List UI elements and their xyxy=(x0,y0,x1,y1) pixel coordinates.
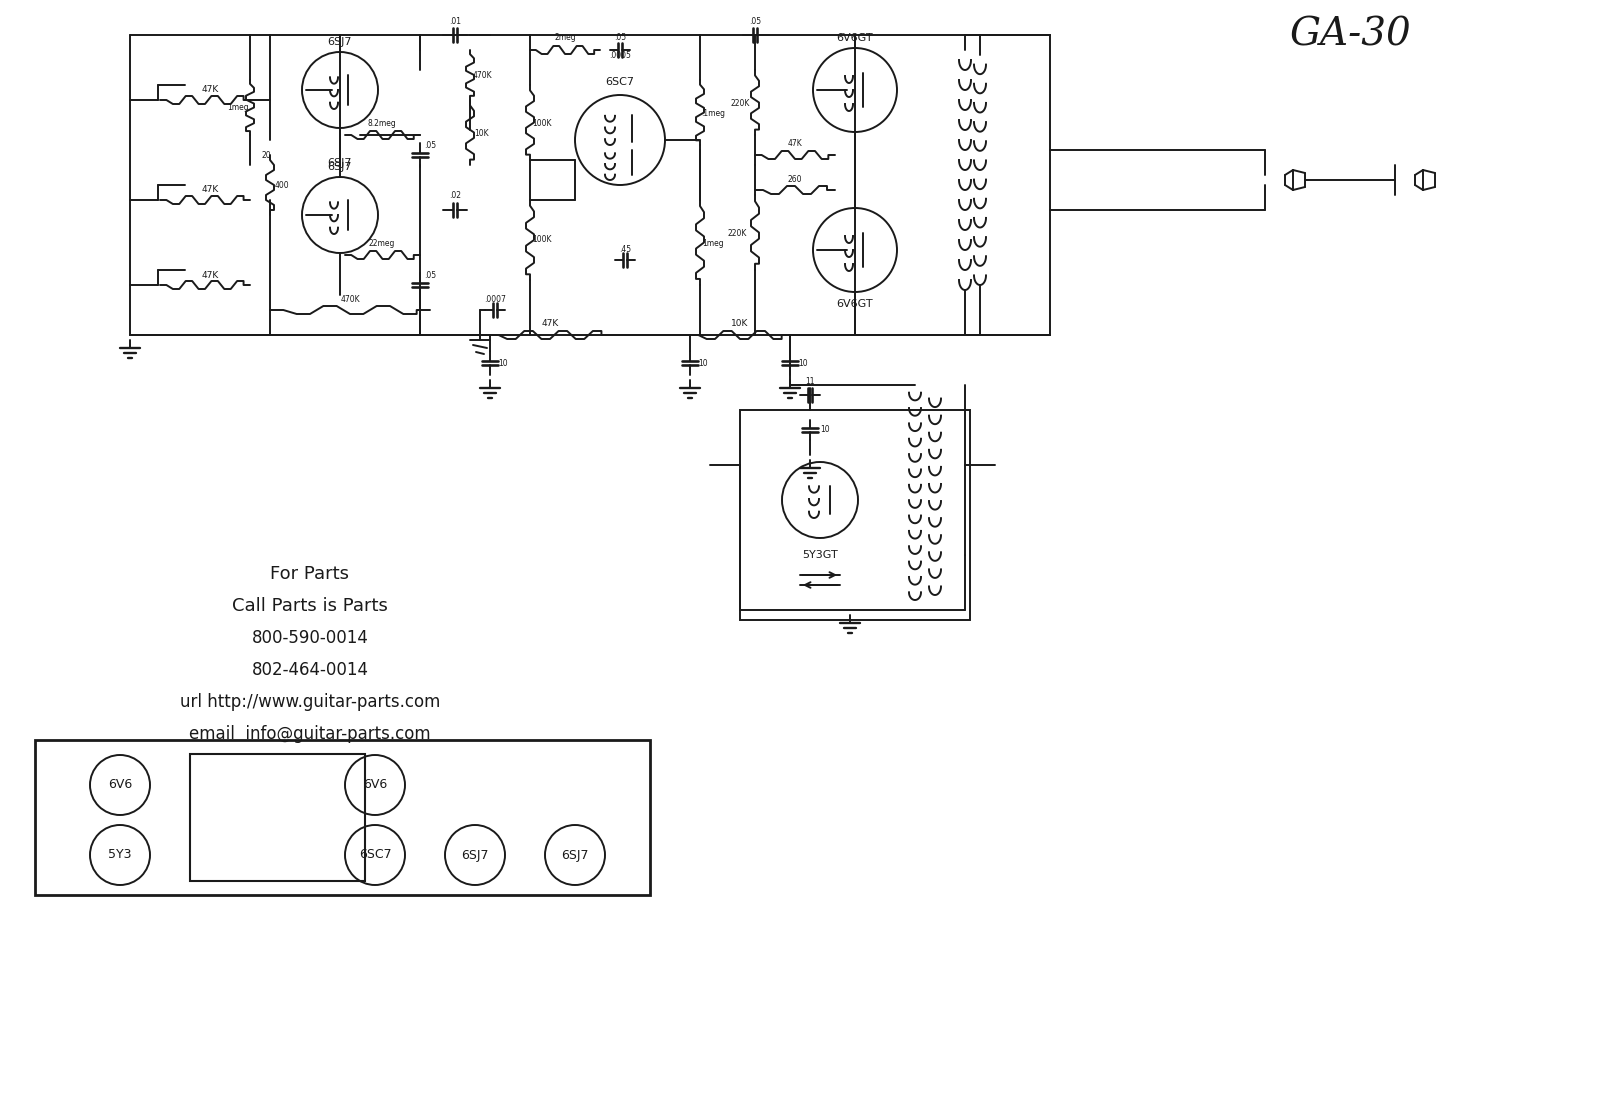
Bar xyxy=(739,410,970,620)
Text: .05: .05 xyxy=(424,140,437,149)
Text: 802-464-0014: 802-464-0014 xyxy=(251,661,368,680)
Text: 20: 20 xyxy=(261,150,270,160)
Text: Call Parts is Parts: Call Parts is Parts xyxy=(232,597,387,615)
Text: 6SC7: 6SC7 xyxy=(605,77,635,87)
Text: .01: .01 xyxy=(450,16,461,25)
Text: 100K: 100K xyxy=(533,236,552,244)
Text: 220K: 220K xyxy=(728,228,747,238)
Text: 47K: 47K xyxy=(202,271,219,279)
Text: 6V6GT: 6V6GT xyxy=(837,33,874,43)
Text: 100K: 100K xyxy=(533,118,552,127)
Text: 6SJ7: 6SJ7 xyxy=(562,848,589,861)
Text: 6V6: 6V6 xyxy=(107,778,133,791)
Text: 47K: 47K xyxy=(787,139,802,148)
Text: url http://www.guitar-parts.com: url http://www.guitar-parts.com xyxy=(179,693,440,711)
Text: .0005: .0005 xyxy=(610,50,630,59)
Text: 47K: 47K xyxy=(541,319,558,328)
Text: GA-30: GA-30 xyxy=(1290,16,1411,54)
Text: .05: .05 xyxy=(614,34,626,43)
Text: 6SJ7: 6SJ7 xyxy=(328,162,352,172)
Text: 8.2meg: 8.2meg xyxy=(368,119,397,128)
Text: 400: 400 xyxy=(275,181,290,190)
Text: .02: .02 xyxy=(450,192,461,201)
Text: 10: 10 xyxy=(698,358,707,367)
Text: 11: 11 xyxy=(805,377,814,387)
Text: 1meg: 1meg xyxy=(702,239,723,248)
Text: 6SJ7: 6SJ7 xyxy=(328,158,352,168)
Text: .05: .05 xyxy=(424,271,437,279)
Text: .05: .05 xyxy=(749,16,762,25)
Text: .45: .45 xyxy=(619,246,630,254)
Text: .1meg: .1meg xyxy=(701,109,725,117)
Text: 10: 10 xyxy=(798,358,808,367)
Text: 220K: 220K xyxy=(730,99,750,107)
Text: 6SC7: 6SC7 xyxy=(358,848,392,861)
Text: 10: 10 xyxy=(498,358,507,367)
Text: 470K: 470K xyxy=(472,70,491,80)
Text: 800-590-0014: 800-590-0014 xyxy=(251,629,368,647)
Text: 6V6GT: 6V6GT xyxy=(837,299,874,309)
Text: 47K: 47K xyxy=(202,85,219,94)
Text: 6SJ7: 6SJ7 xyxy=(328,37,352,47)
Text: email  info@guitar-parts.com: email info@guitar-parts.com xyxy=(189,724,430,743)
Text: 470K: 470K xyxy=(341,296,360,305)
Text: .0007: .0007 xyxy=(485,295,506,304)
Text: 1meg: 1meg xyxy=(227,103,250,113)
Text: 6SJ7: 6SJ7 xyxy=(461,848,488,861)
Text: 260: 260 xyxy=(787,174,802,183)
Text: 5Y3GT: 5Y3GT xyxy=(802,550,838,560)
Bar xyxy=(190,754,365,881)
Text: 22meg: 22meg xyxy=(370,240,395,249)
Text: 6V6: 6V6 xyxy=(363,778,387,791)
Text: 10K: 10K xyxy=(475,128,490,137)
Text: 10K: 10K xyxy=(731,319,749,328)
Text: 10: 10 xyxy=(821,425,830,434)
Text: For Parts: For Parts xyxy=(270,566,349,583)
Text: 2meg: 2meg xyxy=(554,34,576,43)
Text: 5Y3: 5Y3 xyxy=(109,848,131,861)
Text: 47K: 47K xyxy=(202,185,219,194)
Bar xyxy=(35,740,650,895)
